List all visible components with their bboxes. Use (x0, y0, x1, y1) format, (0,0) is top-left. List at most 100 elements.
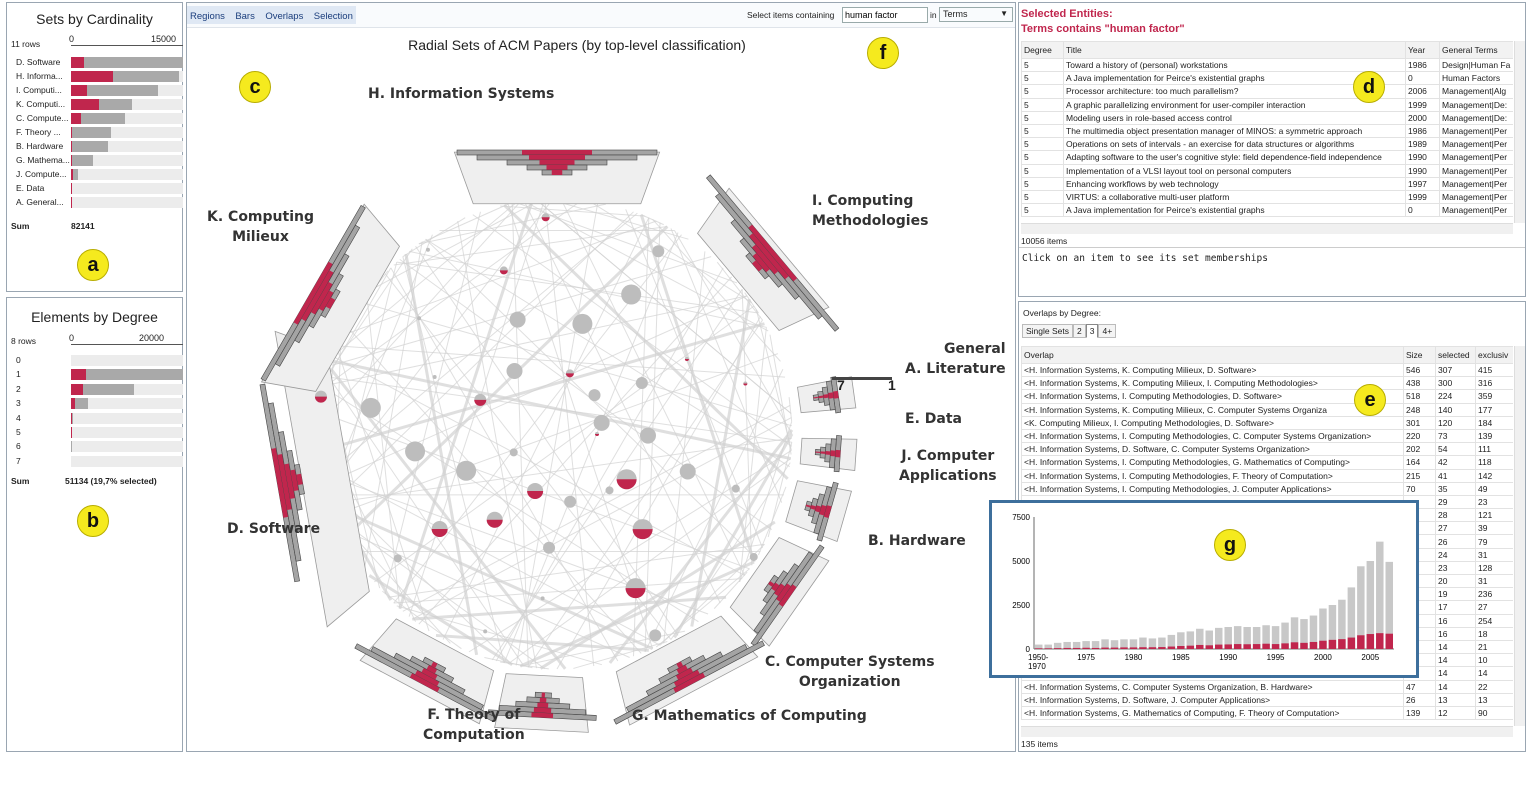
entity-row[interactable]: 5 Modeling users in role-based access con… (1021, 110, 1513, 125)
degree-row[interactable]: 7 (13, 455, 183, 468)
set-row[interactable]: E. Data (13, 182, 183, 195)
overlap-row[interactable]: <H. Information Systems, I. Computing Me… (1021, 389, 1513, 404)
overlap-row[interactable]: <H. Information Systems, K. Computing Mi… (1021, 402, 1513, 417)
entities-table[interactable]: Degree Title Year General Terms 5 Toward a h… (1021, 41, 1513, 218)
tab-bars[interactable]: Bars (235, 11, 255, 22)
degree-bar-selected (748, 224, 798, 282)
degree-row[interactable]: 6 (13, 440, 183, 453)
overlap-row[interactable]: <H. Information Systems, K. Computing Mi… (1021, 362, 1513, 378)
histogram-bar-selected (1328, 639, 1337, 649)
entities-hscroll[interactable] (1021, 223, 1513, 234)
set-histogram[interactable] (811, 376, 842, 416)
overlap-row[interactable]: <H. Information Systems, C. Computer Sys… (1021, 679, 1513, 694)
set-row[interactable]: K. Computi... (13, 98, 183, 111)
overlap-bubble (679, 463, 696, 480)
overlap-row[interactable]: <H. Information Systems, I. Computing Me… (1021, 481, 1513, 496)
overlap-bubble (432, 374, 437, 379)
tab-regions[interactable]: Regions (190, 11, 225, 22)
degree-row[interactable]: 1 (13, 368, 183, 381)
entity-row[interactable]: 5 Enhancing workflows by web technology 19… (1021, 176, 1513, 191)
set-row[interactable]: G. Mathema... (13, 154, 183, 167)
set-total-bar (71, 71, 180, 82)
overlap-edge (548, 198, 689, 240)
set-histogram[interactable] (456, 149, 658, 176)
set-row[interactable]: H. Informa... (13, 70, 183, 83)
histogram-bar-total (1035, 644, 1043, 649)
overlaps-vscroll[interactable] (1514, 346, 1525, 726)
radial-sets-visualization[interactable] (187, 29, 1015, 749)
overlap-edge (516, 202, 738, 284)
overlap-row[interactable]: <K. Computing Milieux, I. Computing Meth… (1021, 415, 1513, 430)
histogram-bar-total (1309, 615, 1318, 649)
overlap-column-header[interactable]: exclusiv (1475, 346, 1513, 364)
overlap-row[interactable]: <H. Information Systems, K. Computing Mi… (1021, 376, 1513, 391)
tab-degree-2[interactable]: 2 (1073, 324, 1086, 338)
entity-row[interactable]: 5 Operations on sets of intervals - an ex… (1021, 137, 1513, 152)
set-row[interactable]: F. Theory ... (13, 126, 183, 139)
degree-bar-selected (325, 297, 336, 310)
degree-row[interactable]: 0 (13, 354, 183, 367)
degree-row[interactable]: 4 (13, 412, 183, 425)
entity-column-header[interactable]: Degree (1021, 41, 1064, 59)
overlap-column-header[interactable]: selected (1435, 346, 1476, 364)
histogram-bar-selected (1252, 644, 1261, 649)
set-histogram[interactable] (798, 477, 839, 542)
overlaps-hscroll[interactable] (1021, 726, 1513, 737)
degree-row[interactable]: 2 (13, 383, 183, 396)
set-histogram[interactable] (691, 174, 840, 344)
set-histogram[interactable] (354, 626, 504, 722)
set-row[interactable]: J. Compute... (13, 168, 183, 181)
entity-row[interactable]: 5 VIRTUS: a collaborative multi-user plat… (1021, 189, 1513, 205)
degree-bar-selected (827, 392, 834, 399)
histogram-bar-total (1262, 625, 1270, 649)
set-histogram[interactable] (604, 623, 765, 725)
set-histogram[interactable] (260, 204, 383, 391)
set-row[interactable]: D. Software (13, 56, 183, 69)
tab-degree-3[interactable]: 3 (1085, 324, 1099, 338)
entity-row[interactable]: 5 Processor architecture: too much parall… (1021, 84, 1513, 99)
overlap-cell: 316 (1475, 376, 1513, 391)
set-histogram[interactable] (259, 380, 319, 583)
field-dropdown[interactable]: Terms ▼ (939, 7, 1013, 22)
overlap-row[interactable]: <H. Information Systems, I. Computing Me… (1021, 468, 1513, 483)
search-input[interactable] (842, 7, 928, 23)
set-histogram[interactable] (814, 434, 842, 473)
overlap-row[interactable]: <H. Information Systems, G. Mathematics … (1021, 705, 1513, 721)
entities-vscroll[interactable] (1514, 41, 1525, 223)
entity-column-header[interactable]: Year (1405, 41, 1440, 59)
overlap-row[interactable]: <H. Information Systems, D. Software, C.… (1021, 442, 1513, 457)
set-label-h: H. Information Systems (368, 86, 555, 102)
entity-row[interactable]: 5 Adapting software to the user's cogniti… (1021, 150, 1513, 165)
tab-single-sets[interactable]: Single Sets (1022, 324, 1073, 338)
overlap-row[interactable]: <H. Information Systems, I. Computing Me… (1021, 455, 1513, 470)
overlap-column-header[interactable]: Overlap (1021, 346, 1404, 364)
entity-column-header[interactable]: Title (1063, 41, 1406, 59)
tab-overlaps[interactable]: Overlaps (265, 11, 304, 22)
entity-row[interactable]: 5 Implementation of a VLSI layout tool on… (1021, 163, 1513, 178)
degree-row[interactable]: 3 (13, 397, 183, 410)
set-histogram[interactable] (735, 533, 825, 647)
overlap-row[interactable]: <H. Information Systems, D. Software, J.… (1021, 692, 1513, 707)
entity-row[interactable]: 5 The multimedia object presentation mana… (1021, 123, 1513, 139)
set-row[interactable]: I. Computi... (13, 84, 183, 97)
set-row[interactable]: C. Compute... (13, 112, 183, 125)
overlap-bubble-selected (565, 373, 574, 378)
entity-row[interactable]: 5 Toward a history of (personal) workstat… (1021, 57, 1513, 73)
histogram-bar-total (1167, 634, 1176, 649)
histogram-bar-total (1243, 627, 1251, 649)
histogram-bar-selected (1044, 648, 1052, 649)
tab-selection[interactable]: Selection (313, 11, 353, 22)
overlap-column-header[interactable]: Size (1403, 346, 1436, 364)
overlap-cell: 14 (1475, 666, 1513, 681)
overlap-row[interactable]: <H. Information Systems, I. Computing Me… (1021, 428, 1513, 444)
set-histogram[interactable] (487, 690, 597, 721)
degree-row[interactable]: 5 (13, 426, 183, 439)
set-row[interactable]: B. Hardware (13, 140, 183, 153)
entity-column-header[interactable]: General Terms (1439, 41, 1513, 59)
degree-bar-selected (823, 394, 829, 399)
tab-degree-4plus[interactable]: 4+ (1098, 324, 1117, 338)
set-row[interactable]: A. General... (13, 196, 183, 209)
